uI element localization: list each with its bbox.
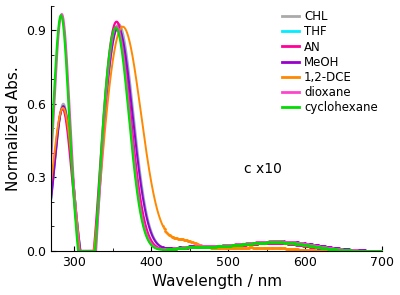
Text: c x10: c x10: [244, 162, 282, 176]
X-axis label: Wavelength / nm: Wavelength / nm: [152, 274, 282, 289]
Legend: CHL, THF, AN, MeOH, 1,2-DCE, dioxane, cyclohexane: CHL, THF, AN, MeOH, 1,2-DCE, dioxane, cy…: [280, 9, 379, 115]
Y-axis label: Normalized Abs.: Normalized Abs.: [6, 66, 20, 191]
